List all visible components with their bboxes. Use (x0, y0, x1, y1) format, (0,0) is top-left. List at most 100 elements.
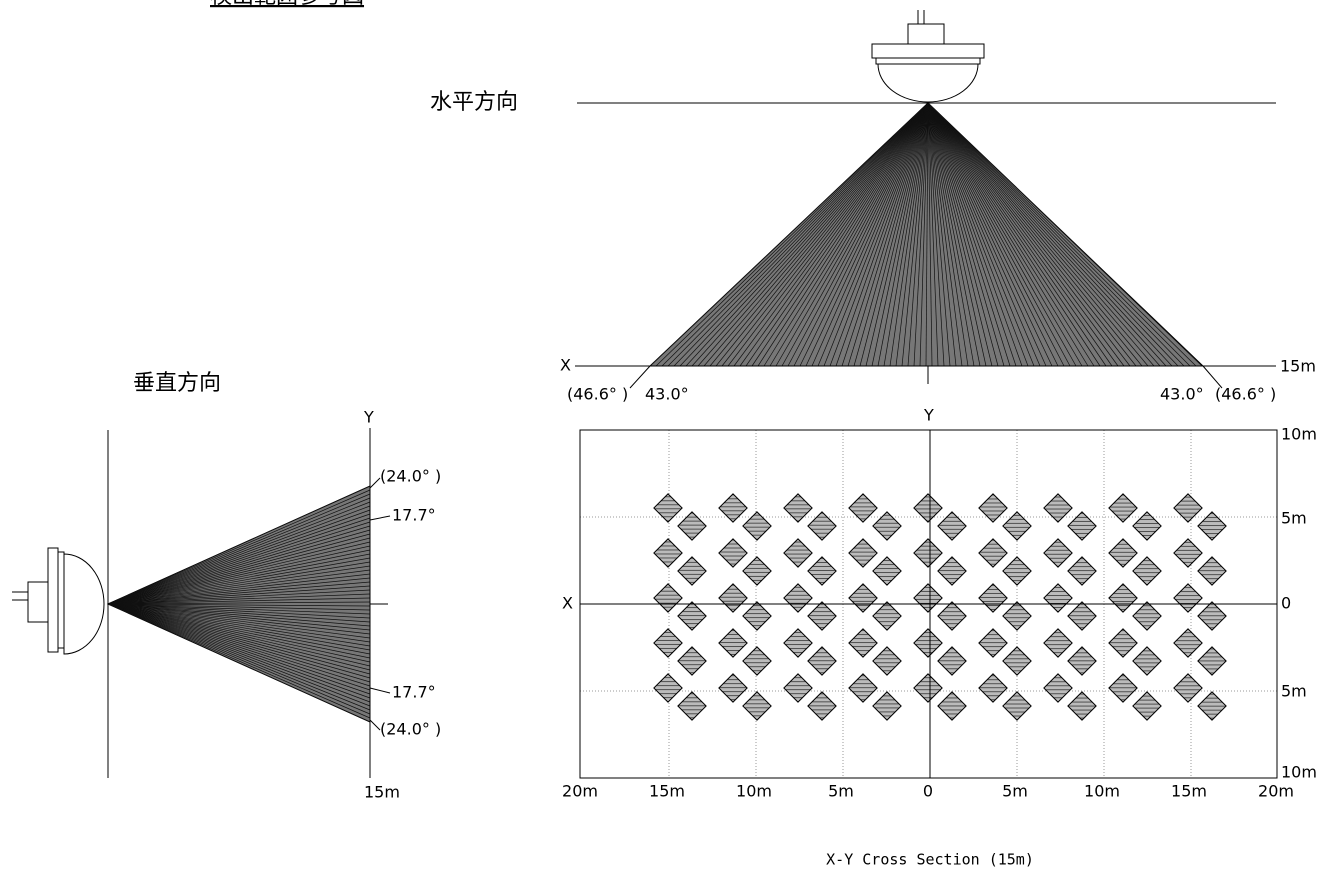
fan-ray (763, 102, 929, 367)
fan-ray (107, 603, 371, 639)
fan-ray (927, 102, 975, 367)
detection-zone (937, 601, 967, 631)
fan-ray (927, 102, 1161, 367)
fan-ray (107, 593, 371, 605)
fan-ray (927, 102, 1191, 367)
fan-ray (691, 102, 929, 367)
detection-zone (677, 691, 707, 721)
axis-y: Y (363, 408, 374, 427)
fan-ray (107, 493, 371, 605)
detection-zone (677, 511, 707, 541)
fan-ray (829, 102, 929, 367)
horizontal-label: 水平方向 (430, 90, 518, 115)
fan-ray (107, 541, 371, 605)
fan-ray (661, 102, 929, 367)
detection-zone (978, 538, 1008, 568)
fan-ray (927, 102, 1119, 367)
fan-ray (883, 102, 929, 367)
leader (1202, 365, 1223, 389)
fan-ray (823, 102, 929, 367)
fan-ray (107, 603, 371, 667)
detection-zone (937, 556, 967, 586)
range: 15m (1280, 357, 1316, 376)
fan-ray (913, 102, 929, 367)
detection-zone (783, 583, 813, 613)
sensor-icon (12, 547, 105, 655)
detection-zone (742, 691, 772, 721)
detection-zone (807, 556, 837, 586)
fan-ray (841, 102, 929, 367)
fan-ray (107, 513, 371, 605)
fan-ray (649, 102, 929, 367)
range: 15m (364, 783, 400, 802)
fan-ray (107, 497, 371, 605)
detection-zone (978, 493, 1008, 523)
detection-zone (1043, 628, 1073, 658)
fan-ray (927, 102, 1083, 367)
fan-ray (871, 102, 929, 367)
fan-ray (107, 565, 371, 605)
detection-zone (1173, 673, 1203, 703)
fan-ray (927, 102, 1155, 367)
detection-zone (1043, 673, 1073, 703)
fan-ray (107, 501, 371, 605)
fan-ray (107, 529, 371, 605)
fan-ray (877, 102, 929, 367)
fan-ray (107, 603, 371, 663)
fan-ray (727, 102, 929, 367)
detection-zone (1197, 556, 1227, 586)
angle-label: (24.0° ) (380, 467, 441, 486)
fan-ray (927, 102, 1059, 367)
fan-ray (107, 603, 371, 707)
detection-zone (848, 628, 878, 658)
fan-ray (781, 102, 929, 367)
fan-ray (927, 102, 1179, 367)
fan-ray (787, 102, 929, 367)
angle-label: 43.0° (1160, 385, 1204, 404)
fan-ray (927, 102, 1137, 367)
detection-zone (1067, 646, 1097, 676)
detection-zone (872, 601, 902, 631)
detection-zone (718, 538, 748, 568)
section-frame (579, 429, 1278, 779)
detection-zone (1108, 538, 1138, 568)
fan-ray (889, 102, 929, 367)
fan-ray (927, 102, 951, 367)
fan-ray (107, 537, 371, 605)
fan-ray (817, 102, 929, 367)
detection-zone (807, 511, 837, 541)
leader (369, 477, 381, 489)
fan-ray (859, 102, 929, 367)
fan-ray (919, 102, 929, 367)
fan-ray (927, 102, 1023, 367)
fan-ray (927, 102, 1149, 367)
detection-zone (1108, 493, 1138, 523)
detection-zone (937, 511, 967, 541)
detection-zone (848, 673, 878, 703)
decoration (106, 102, 1277, 778)
detection-zone (1132, 646, 1162, 676)
detection-zone (913, 583, 943, 613)
detection-zone (913, 628, 943, 658)
fan-ray (793, 102, 929, 367)
fan-ray (107, 603, 371, 615)
fan-ray (927, 102, 1131, 367)
detection-zone (937, 646, 967, 676)
fan-ray (107, 603, 371, 655)
fan-ray (769, 102, 929, 367)
detection-zone (653, 673, 683, 703)
detection-zone (1002, 691, 1032, 721)
fan-ray (927, 102, 1101, 367)
fan-ray (107, 603, 371, 651)
fan-ray (901, 102, 929, 367)
fan-ray (927, 102, 1125, 367)
fan-ray (927, 102, 1035, 367)
fan-ray (805, 102, 929, 367)
fan-ray (107, 517, 371, 605)
y-label: 0 (1281, 594, 1291, 613)
detection-zone (783, 628, 813, 658)
fan-ray (853, 102, 929, 367)
vertical-label: 垂直方向 (133, 371, 221, 396)
x-label: 20m (562, 782, 598, 801)
